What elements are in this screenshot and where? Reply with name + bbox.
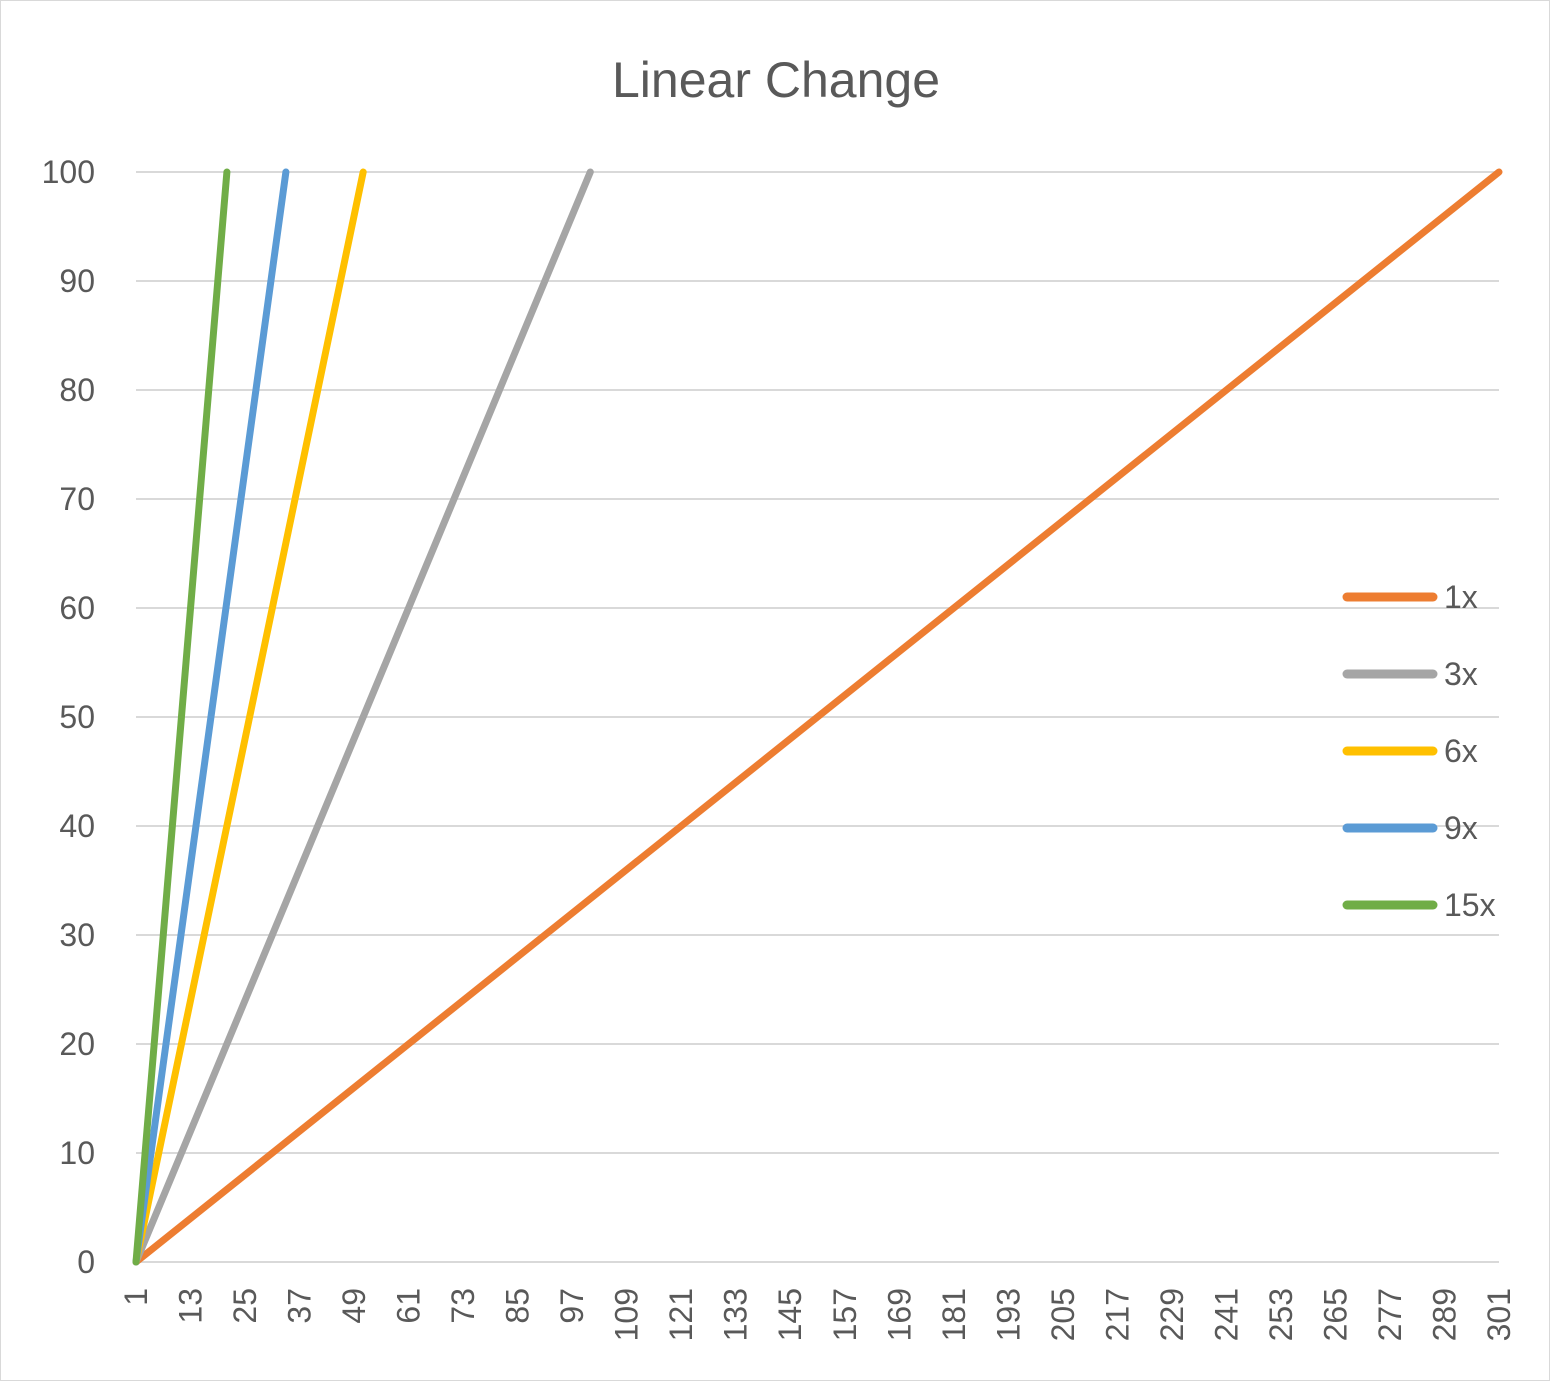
x-tick-label: 133 [718, 1288, 754, 1341]
x-tick-label: 301 [1481, 1288, 1517, 1341]
y-tick-label: 20 [59, 1026, 95, 1062]
x-tick-label: 145 [772, 1288, 808, 1341]
legend-label: 6x [1444, 733, 1478, 769]
series-line-6x [132, 168, 367, 1266]
y-tick-label: 30 [59, 917, 95, 953]
x-tick-label: 97 [554, 1288, 590, 1324]
x-tick-label: 289 [1426, 1288, 1462, 1341]
x-tick-label: 253 [1263, 1288, 1299, 1341]
chart-title: Linear Change [612, 52, 940, 108]
y-tick-label: 40 [59, 808, 95, 844]
x-tick-label: 25 [227, 1288, 263, 1324]
legend-label: 3x [1444, 656, 1478, 692]
legend: 1x 3x 6x 9x 15x [1342, 579, 1496, 923]
series-lines [132, 168, 1503, 1266]
y-tick-label: 60 [59, 590, 95, 626]
x-tick-label: 241 [1208, 1288, 1244, 1341]
x-tick-label: 181 [936, 1288, 972, 1341]
x-tick-label: 217 [1099, 1288, 1135, 1341]
legend-label: 1x [1444, 579, 1478, 615]
y-tick-label: 100 [42, 154, 95, 190]
x-tick-label: 1 [118, 1288, 154, 1306]
x-axis-tick-labels: 1 13 25 37 49 61 73 85 97 109 121 133 145 157 169 181 19… [118, 1288, 1517, 1341]
y-tick-label: 0 [77, 1244, 95, 1280]
x-tick-label: 85 [500, 1288, 536, 1324]
series-line-1x [132, 168, 1503, 1266]
y-tick-label: 80 [59, 372, 95, 408]
x-tick-label: 73 [445, 1288, 481, 1324]
legend-label: 9x [1444, 810, 1478, 846]
x-tick-label: 193 [990, 1288, 1026, 1341]
y-tick-label: 90 [59, 263, 95, 299]
legend-label: 15x [1444, 887, 1496, 923]
x-tick-label: 61 [391, 1288, 427, 1324]
x-tick-label: 277 [1372, 1288, 1408, 1341]
x-tick-label: 49 [336, 1288, 372, 1324]
y-axis-tick-labels: 0 10 20 30 40 50 60 70 80 90 100 [42, 154, 95, 1280]
x-tick-label: 37 [282, 1288, 318, 1324]
y-tick-label: 50 [59, 699, 95, 735]
series-line-9x [132, 168, 290, 1266]
x-tick-label: 265 [1317, 1288, 1353, 1341]
x-tick-label: 157 [827, 1288, 863, 1341]
series-line-3x [132, 168, 594, 1266]
x-tick-label: 205 [1045, 1288, 1081, 1341]
x-tick-label: 109 [609, 1288, 645, 1341]
y-tick-label: 10 [59, 1135, 95, 1171]
x-tick-label: 13 [173, 1288, 209, 1324]
y-tick-label: 70 [59, 481, 95, 517]
x-tick-label: 121 [663, 1288, 699, 1341]
x-tick-label: 229 [1154, 1288, 1190, 1341]
x-tick-label: 169 [881, 1288, 917, 1341]
series-line-15x [132, 168, 231, 1266]
